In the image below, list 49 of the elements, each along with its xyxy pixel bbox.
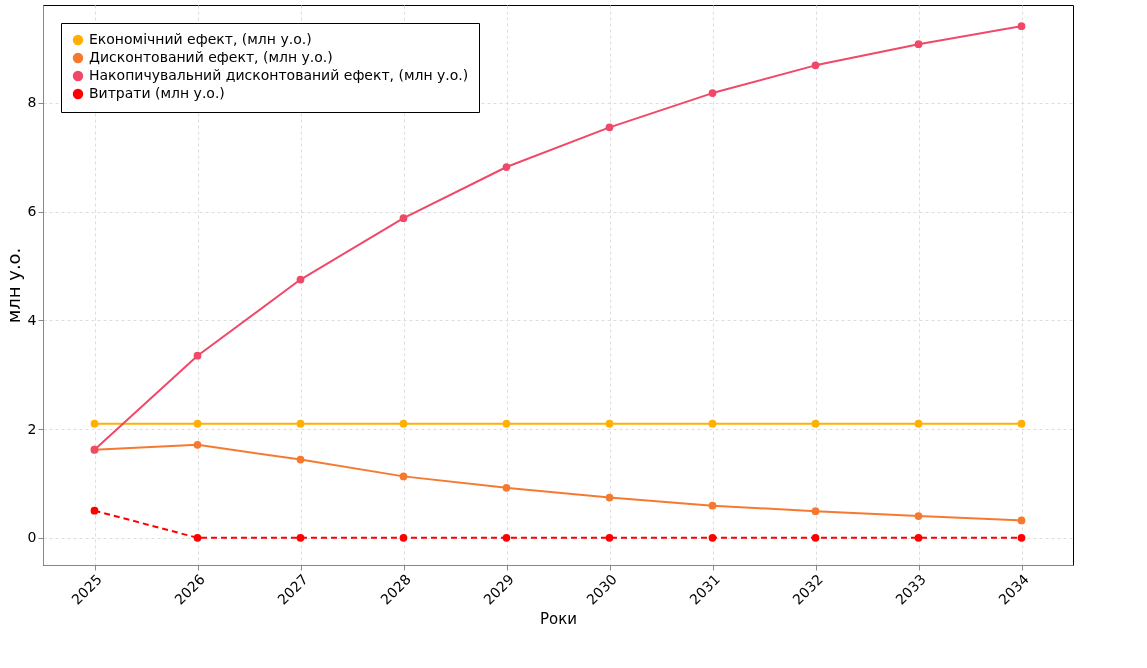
point [399, 419, 408, 428]
point [605, 533, 614, 542]
point [811, 419, 820, 428]
point [502, 419, 511, 428]
point [914, 533, 923, 542]
point [811, 533, 820, 542]
point [708, 89, 717, 97]
point [605, 419, 614, 428]
point [193, 351, 202, 360]
point [193, 533, 202, 542]
point [296, 275, 305, 284]
y-tick-label: 8 [27, 94, 37, 111]
point [296, 455, 305, 464]
point [811, 61, 820, 70]
point [914, 419, 923, 428]
point [399, 472, 408, 481]
point [296, 419, 305, 428]
point [502, 533, 511, 542]
point [1017, 533, 1026, 542]
y-tick-label: 4 [27, 311, 37, 328]
legend-label: Дисконтований ефект, (млн у.о.) [89, 49, 333, 65]
point [399, 533, 408, 542]
point [502, 163, 511, 171]
point [708, 501, 717, 510]
y-axis-title: млн у.о. [2, 247, 24, 324]
legend-label: Економічний ефект, (млн у.о.) [89, 31, 312, 47]
legend-label: Витрати (млн у.о.) [89, 85, 225, 101]
y-tick-label: 2 [27, 420, 37, 437]
point [811, 507, 820, 516]
point [914, 512, 923, 520]
point [90, 506, 99, 515]
point [605, 123, 614, 132]
point [1017, 419, 1026, 428]
point [193, 440, 202, 449]
point [502, 483, 511, 492]
x-axis-title: Роки [539, 609, 578, 628]
point [399, 214, 408, 222]
point [296, 533, 305, 542]
y-tick-label: 6 [27, 203, 37, 220]
point [90, 419, 99, 428]
point [1017, 22, 1026, 31]
point [605, 493, 614, 502]
legend-label: Накопичувальний дисконтований ефект, (млн у.о.) [89, 67, 469, 83]
point [914, 40, 923, 49]
point [193, 419, 202, 428]
point [1017, 516, 1026, 525]
point [708, 533, 717, 542]
y-tick-label: 0 [27, 529, 37, 546]
point [708, 419, 717, 428]
